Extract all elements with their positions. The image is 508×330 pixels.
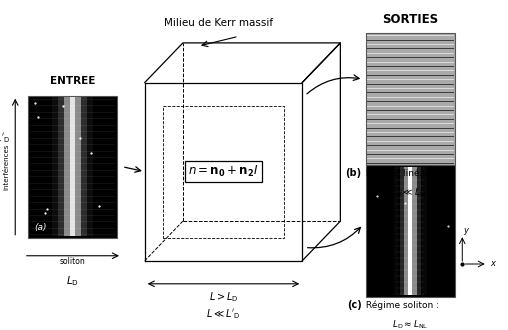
Bar (70, 97, 75, 236)
Text: $x$: $x$ (490, 259, 497, 269)
Text: (c): (c) (347, 300, 362, 310)
Bar (404, 167, 408, 295)
Text: $L_{\mathrm{D}} \ll L_{\mathrm{NL}}$: $L_{\mathrm{D}} \ll L_{\mathrm{NL}}$ (391, 186, 429, 199)
Bar (417, 167, 421, 295)
Bar (87, 97, 92, 236)
Text: (b): (b) (345, 168, 362, 178)
Text: SORTIES: SORTIES (382, 13, 438, 26)
Bar (422, 167, 427, 295)
Bar (28, 96, 117, 238)
Text: $L > L_{\mathrm{D}}$: $L > L_{\mathrm{D}}$ (209, 290, 238, 304)
Bar (412, 167, 417, 295)
Text: $L_{\mathrm{D}} \approx L_{\mathrm{NL}}$: $L_{\mathrm{D}} \approx L_{\mathrm{NL}}$ (392, 318, 428, 330)
Text: soliton: soliton (59, 257, 85, 266)
Text: Milieu de Kerr massif: Milieu de Kerr massif (164, 18, 273, 28)
Text: (a): (a) (34, 223, 47, 232)
Text: $L_{\mathrm{D}}$: $L_{\mathrm{D}}$ (66, 274, 79, 288)
Bar (366, 165, 455, 297)
Bar (81, 97, 87, 236)
Bar (52, 97, 58, 236)
Text: $y$: $y$ (463, 226, 470, 237)
Text: Régime linéaire :: Régime linéaire : (363, 168, 443, 178)
Bar (366, 33, 455, 165)
Bar (58, 97, 64, 236)
Bar (75, 97, 81, 236)
Text: $L \ll L'_{\mathrm{D}}$: $L \ll L'_{\mathrm{D}}$ (206, 308, 241, 321)
Text: interférences: interférences (3, 144, 9, 190)
Bar (64, 97, 70, 236)
Text: $L'_{\mathrm{D}}$: $L'_{\mathrm{D}}$ (0, 131, 10, 145)
Text: $n = \mathbf{n_0} + \mathbf{n_2}I$: $n = \mathbf{n_0} + \mathbf{n_2}I$ (188, 164, 259, 179)
Bar (399, 167, 404, 295)
Bar (394, 167, 398, 295)
Text: ENTREE: ENTREE (50, 76, 95, 86)
Bar (408, 167, 412, 295)
Text: Régime soliton :: Régime soliton : (363, 300, 439, 310)
